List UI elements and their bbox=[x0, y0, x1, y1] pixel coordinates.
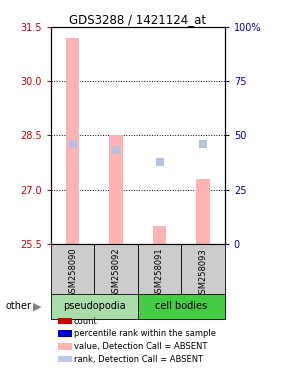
Point bbox=[70, 141, 75, 147]
Bar bbox=[153, 226, 166, 244]
Bar bbox=[51, 244, 94, 294]
Title: GDS3288 / 1421124_at: GDS3288 / 1421124_at bbox=[69, 13, 206, 26]
Bar bbox=[181, 244, 225, 294]
Bar bbox=[51, 294, 138, 319]
Text: GSM258091: GSM258091 bbox=[155, 248, 164, 298]
Bar bbox=[138, 244, 181, 294]
Bar bbox=[66, 38, 79, 244]
Text: GSM258093: GSM258093 bbox=[198, 248, 208, 299]
Text: cell bodies: cell bodies bbox=[155, 301, 207, 311]
Text: ▶: ▶ bbox=[33, 301, 42, 311]
Text: count: count bbox=[74, 316, 98, 326]
Bar bbox=[94, 244, 138, 294]
Text: rank, Detection Call = ABSENT: rank, Detection Call = ABSENT bbox=[74, 354, 203, 364]
Text: pseudopodia: pseudopodia bbox=[63, 301, 126, 311]
Point bbox=[114, 147, 118, 153]
Text: GSM258092: GSM258092 bbox=[111, 248, 121, 298]
Text: other: other bbox=[6, 301, 32, 311]
Bar bbox=[196, 179, 209, 244]
Text: GSM258090: GSM258090 bbox=[68, 248, 77, 298]
Point bbox=[157, 159, 162, 166]
Text: value, Detection Call = ABSENT: value, Detection Call = ABSENT bbox=[74, 342, 207, 351]
Bar bbox=[110, 136, 122, 244]
Point bbox=[201, 141, 205, 147]
Bar bbox=[138, 294, 225, 319]
Text: percentile rank within the sample: percentile rank within the sample bbox=[74, 329, 216, 338]
